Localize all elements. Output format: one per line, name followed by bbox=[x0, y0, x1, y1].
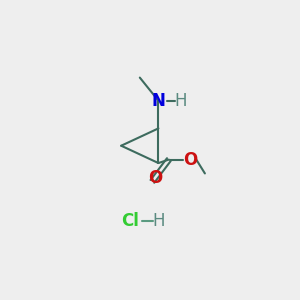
Text: H: H bbox=[174, 92, 187, 110]
Text: O: O bbox=[183, 151, 197, 169]
Text: N: N bbox=[152, 92, 165, 110]
Text: H: H bbox=[152, 212, 165, 230]
Text: O: O bbox=[148, 169, 162, 187]
Text: Cl: Cl bbox=[122, 212, 140, 230]
